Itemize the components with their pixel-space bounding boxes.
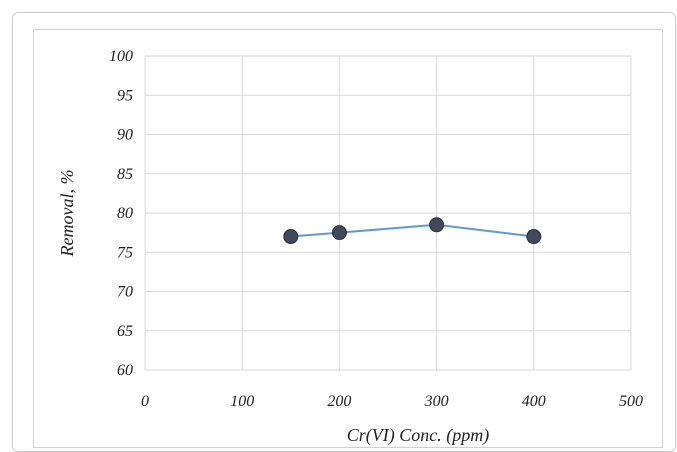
y-tick-label: 65 bbox=[117, 323, 133, 340]
y-tick-label: 100 bbox=[109, 48, 133, 65]
y-tick-label: 85 bbox=[117, 166, 133, 183]
y-tick-label: 75 bbox=[117, 244, 133, 261]
data-point bbox=[429, 217, 445, 233]
series-line bbox=[290, 223, 534, 238]
data-point bbox=[331, 225, 347, 241]
gridlines bbox=[144, 55, 632, 371]
x-tick-label: 100 bbox=[230, 393, 254, 410]
data-point bbox=[526, 229, 542, 245]
y-tick-label: 80 bbox=[117, 205, 133, 222]
y-tick-labels: 60 65 70 75 80 85 90 95 100 bbox=[109, 48, 133, 379]
x-tick-label: 500 bbox=[619, 393, 643, 410]
y-tick-label: 95 bbox=[117, 87, 133, 104]
y-tick-label: 60 bbox=[117, 362, 133, 379]
x-tick-label: 400 bbox=[522, 393, 546, 410]
x-tick-labels: 0 100 200 300 400 500 bbox=[141, 393, 643, 410]
chart-area bbox=[33, 29, 663, 448]
x-tick-label: 0 bbox=[141, 393, 149, 410]
y-axis-title: Removal, % bbox=[57, 170, 77, 258]
x-tick-label: 200 bbox=[327, 393, 351, 410]
x-axis-title: Cr(VI) Conc. (ppm) bbox=[347, 425, 489, 446]
y-tick-label: 90 bbox=[117, 127, 133, 144]
series-layer bbox=[283, 217, 542, 245]
x-tick-label: 300 bbox=[424, 393, 449, 410]
data-point bbox=[283, 229, 299, 245]
y-tick-label: 70 bbox=[117, 284, 133, 301]
